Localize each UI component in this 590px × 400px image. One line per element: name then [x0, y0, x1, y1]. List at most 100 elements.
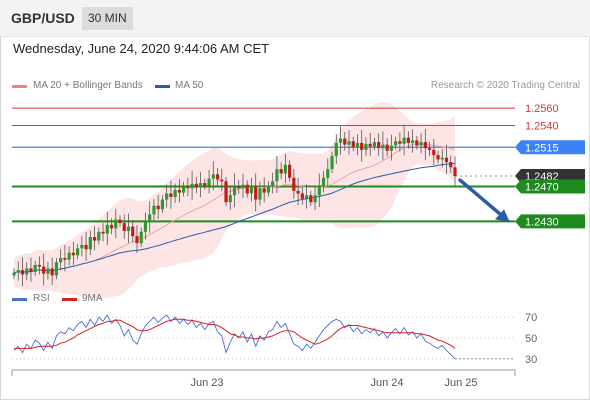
- candle-body: [262, 188, 266, 193]
- candle-body: [29, 268, 33, 272]
- price-tag-1.2515: 1.2515: [515, 140, 585, 155]
- candle-body: [343, 138, 347, 145]
- candle-body: [54, 262, 59, 276]
- candle-body: [368, 143, 372, 147]
- candle-body: [309, 195, 313, 203]
- candle-body: [288, 164, 292, 178]
- rsi-tick-label: 70: [525, 312, 537, 324]
- candle-body: [215, 174, 220, 180]
- candle-body: [92, 237, 97, 241]
- candle-body: [444, 157, 449, 163]
- price-tag-1.2540: 1.2540: [525, 121, 559, 133]
- candle-body: [220, 179, 224, 182]
- candle-body: [347, 141, 351, 145]
- price-tag-background: [515, 179, 585, 194]
- candle-body: [364, 143, 368, 150]
- rsi-legend-swatch: [12, 298, 27, 301]
- candle-body: [415, 140, 419, 146]
- candle-body: [271, 181, 275, 186]
- candle-body: [394, 141, 398, 146]
- candle-body: [279, 169, 283, 174]
- candle-body: [275, 169, 279, 182]
- candle-body: [88, 237, 92, 250]
- candle-body: [258, 188, 262, 200]
- candle-body: [228, 195, 232, 203]
- candle-body: [97, 231, 101, 241]
- candle-body: [50, 268, 54, 276]
- rsi-tick-label: 30: [525, 354, 537, 366]
- candle-body: [165, 193, 169, 200]
- candle-body: [406, 137, 410, 143]
- candle-body: [330, 156, 334, 170]
- candle-body: [389, 145, 393, 151]
- candle-body: [249, 186, 254, 194]
- candle-body: [71, 252, 75, 256]
- timestamp: Wednesday, June 24, 2020 9:44:06 AM CET: [13, 41, 270, 56]
- candle-body: [190, 183, 194, 189]
- candle-body: [156, 205, 160, 210]
- credit-text: Research © 2020 Trading Central: [430, 80, 580, 91]
- candle-body: [326, 169, 330, 178]
- candle-body: [76, 248, 80, 256]
- x-tick-label: Jun 24: [370, 377, 403, 389]
- candle-body: [80, 244, 84, 249]
- candle-body: [211, 174, 215, 179]
- rsi-ma-line: [14, 318, 456, 349]
- candle-body: [440, 157, 444, 160]
- candle-body: [63, 257, 67, 260]
- price-tag-1.2560: 1.2560: [525, 103, 559, 115]
- candle-body: [139, 231, 143, 244]
- candle-body: [182, 186, 186, 193]
- timeframe-button[interactable]: 30 MIN: [82, 7, 133, 30]
- candle-body: [355, 142, 360, 148]
- x-tick-label: Jun 25: [444, 377, 477, 389]
- rsi-ma-legend-label: 9MA: [82, 293, 103, 304]
- candle-body: [245, 184, 249, 194]
- price-tag-text: 1.2540: [525, 121, 559, 133]
- pair-title: GBP/USD: [11, 10, 75, 26]
- header-bar: GBP/USD 30 MIN: [0, 0, 590, 37]
- ma50-legend-label: MA 50: [175, 80, 204, 91]
- candle-body: [16, 270, 20, 273]
- rsi-line: [13, 314, 456, 360]
- candle-body: [304, 195, 309, 199]
- candle-body: [148, 214, 152, 222]
- bollinger-legend-label: MA 20 + Bollinger Bands: [33, 80, 143, 91]
- price-tag-1.2470: 1.2470: [515, 179, 585, 194]
- price-tag-background: [515, 214, 585, 229]
- candle-body: [360, 142, 364, 150]
- candle-body: [173, 189, 177, 197]
- candle-body: [427, 148, 432, 150]
- candle-body: [453, 167, 457, 177]
- candle-body: [402, 137, 406, 144]
- candle-body: [118, 219, 122, 224]
- candle-body: [101, 231, 105, 234]
- candle-body: [109, 224, 114, 229]
- candle-body: [198, 183, 203, 188]
- forecast-arrow-shaft: [458, 178, 506, 220]
- candle-body: [377, 142, 381, 149]
- candle-body: [20, 270, 25, 275]
- candle-body: [432, 149, 436, 156]
- candle-body: [241, 184, 245, 189]
- candle-body: [105, 224, 109, 234]
- candle-body: [398, 141, 402, 144]
- candle-body: [419, 142, 423, 146]
- candle-body: [135, 236, 139, 244]
- candle-body: [237, 186, 241, 189]
- candle-body: [381, 144, 385, 149]
- candle-body: [12, 272, 16, 276]
- price-tag-text: 1.2515: [525, 142, 559, 154]
- candle-body: [169, 193, 173, 197]
- candle-body: [254, 186, 258, 200]
- candle-body: [300, 193, 304, 199]
- ma50-legend-swatch: [155, 85, 170, 88]
- candle-body: [143, 221, 148, 232]
- bollinger-legend-swatch: [12, 85, 27, 88]
- candle-body: [232, 186, 237, 196]
- price-tag-1.2430: 1.2430: [515, 214, 585, 229]
- candle-body: [321, 177, 326, 187]
- price-tag-text: 1.2560: [525, 103, 559, 115]
- candle-body: [449, 162, 453, 168]
